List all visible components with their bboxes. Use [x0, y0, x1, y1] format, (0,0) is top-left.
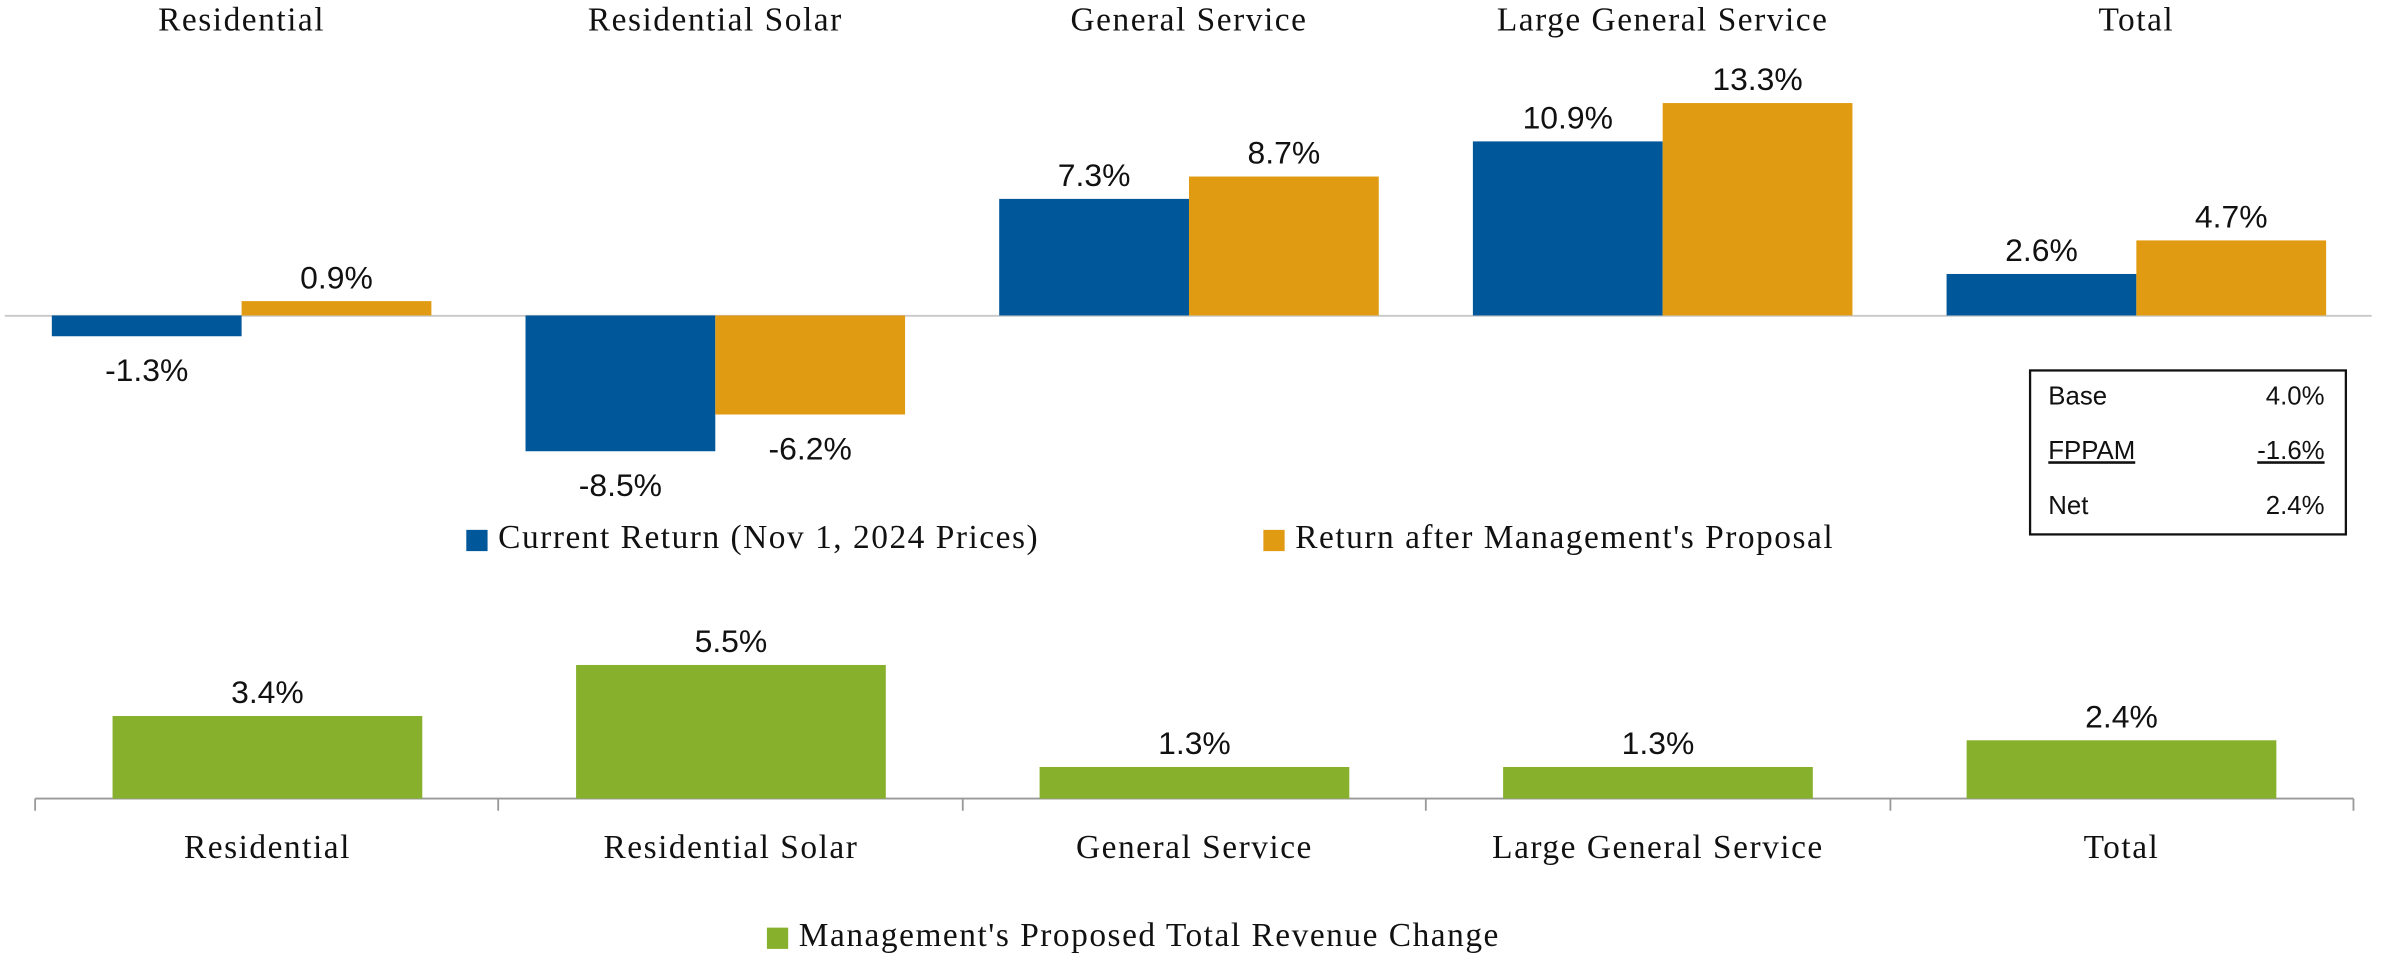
bar — [51, 315, 242, 337]
table-cell: Base — [2048, 383, 2107, 411]
bar — [241, 301, 432, 316]
bar — [112, 715, 423, 799]
value-label: 13.3% — [1712, 61, 1802, 97]
bar — [576, 664, 886, 799]
table-cell: 2.4% — [2266, 492, 2325, 520]
legend-swatch — [466, 529, 488, 552]
table-cell: Net — [2048, 492, 2088, 520]
bar — [1966, 740, 2277, 799]
legend-swatch — [1263, 529, 1285, 552]
value-label: -6.2% — [769, 430, 852, 466]
value-label: 8.7% — [1248, 135, 1321, 171]
value-label: 4.7% — [2195, 199, 2268, 235]
value-label: 1.3% — [1158, 725, 1231, 761]
category-label: Large General Service — [1497, 1, 1829, 38]
bar — [1039, 767, 1350, 799]
table-cell: -1.6% — [2257, 437, 2324, 465]
category-label: Large General Service — [1492, 829, 1824, 866]
value-label: 5.5% — [695, 623, 768, 659]
bar — [2136, 240, 2327, 316]
axis-separators — [34, 798, 2355, 811]
value-label: 3.4% — [231, 674, 304, 710]
legend-label: Return after Management's Proposal — [1295, 519, 1834, 556]
value-label: 10.9% — [1523, 100, 1613, 136]
legend-label: Management's Proposed Total Revenue Chan… — [799, 917, 1500, 954]
value-label: 0.9% — [300, 259, 373, 295]
category-label: Residential — [158, 1, 325, 38]
category-label: General Service — [1071, 1, 1308, 38]
bar — [1946, 273, 2137, 316]
bar — [999, 198, 1189, 316]
category-label: Total — [2098, 1, 2174, 38]
legend-label: Current Return (Nov 1, 2024 Prices) — [498, 519, 1039, 556]
inset-table-box — [2028, 369, 2348, 536]
category-label: Residential Solar — [603, 829, 858, 866]
bar — [1472, 141, 1663, 316]
value-label: 1.3% — [1622, 725, 1695, 761]
bar — [1503, 767, 1813, 799]
value-label: 2.6% — [2005, 232, 2078, 268]
value-label: -1.3% — [105, 352, 188, 388]
table-cell: 4.0% — [2266, 383, 2325, 411]
legend-swatch — [766, 927, 789, 949]
category-label: Total — [2084, 829, 2160, 866]
category-label: Residential Solar — [588, 1, 843, 38]
bar — [1662, 103, 1853, 316]
bar — [715, 315, 906, 415]
bar — [525, 315, 716, 452]
table-cell: FPPAM — [2048, 437, 2135, 465]
category-label: Residential — [184, 829, 351, 866]
bar — [1188, 176, 1379, 316]
value-label: 2.4% — [2085, 698, 2158, 734]
value-label: -8.5% — [579, 467, 662, 503]
value-label: 7.3% — [1058, 157, 1131, 193]
category-label: General Service — [1076, 829, 1313, 866]
